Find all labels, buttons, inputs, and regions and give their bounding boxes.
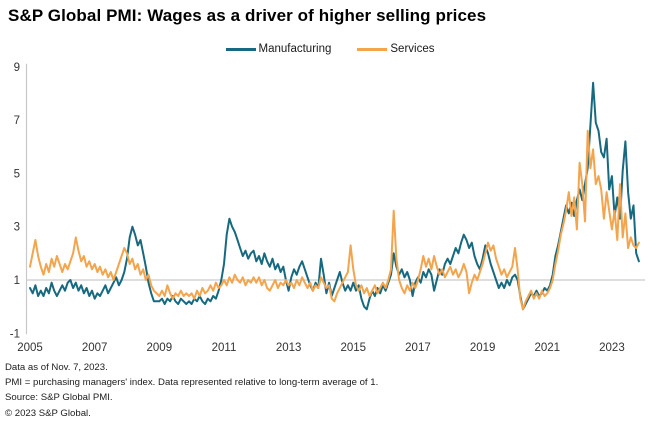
y-axis-label-5: 5 [14,168,20,180]
manufacturing-legend-label: Manufacturing [258,43,332,55]
x-axis-label-2013: 2013 [276,342,302,354]
x-axis-label-2015: 2015 [341,342,367,354]
x-axis-label-2019: 2019 [470,342,496,354]
y-axis-label-9: 9 [14,62,20,74]
legend-item-manufacturing: Manufacturing [225,43,332,55]
pmi-line-chart: -1 1 3 5 7 9 2005 2007 2009 2011 2013 2015 2017 2019 2… [10,62,645,354]
footnote-pmi-definition: PMI = purchasing managers' index. Data r… [5,377,379,389]
x-axis-label-2009: 2009 [147,342,173,354]
x-axis-label-2005: 2005 [17,342,43,354]
chart-footnotes: Data as of Nov. 7, 2023. PMI = purchasin… [5,360,378,421]
x-axis-label-2007: 2007 [82,342,108,354]
y-axis-label-3: 3 [14,222,20,234]
footnote-data-as-of: Data as of Nov. 7, 2023. [5,362,108,373]
services-legend-label: Services [390,43,435,55]
footnote-source: Source: S&P Global PMI. [5,392,113,404]
chart-legend: Manufacturing Services [0,43,660,55]
y-axis-label--1: -1 [10,328,20,340]
services-line-swatch [357,47,388,51]
manufacturing-line-swatch [225,47,256,51]
series-manufacturing-line [29,81,640,311]
x-axis-label-2023: 2023 [599,342,625,354]
x-axis-label-2021: 2021 [534,342,560,354]
footnote-copyright: © 2023 S&P Global. [5,407,91,419]
series-services-line [29,129,640,311]
chart-title: S&P Global PMI: Wages as a driver of hig… [8,6,487,25]
y-axis-label-1: 1 [14,275,20,287]
legend-item-services: Services [357,43,434,55]
x-axis-label-2011: 2011 [212,342,237,354]
x-axis-label-2017: 2017 [405,342,431,354]
y-axis-label-7: 7 [14,115,20,127]
